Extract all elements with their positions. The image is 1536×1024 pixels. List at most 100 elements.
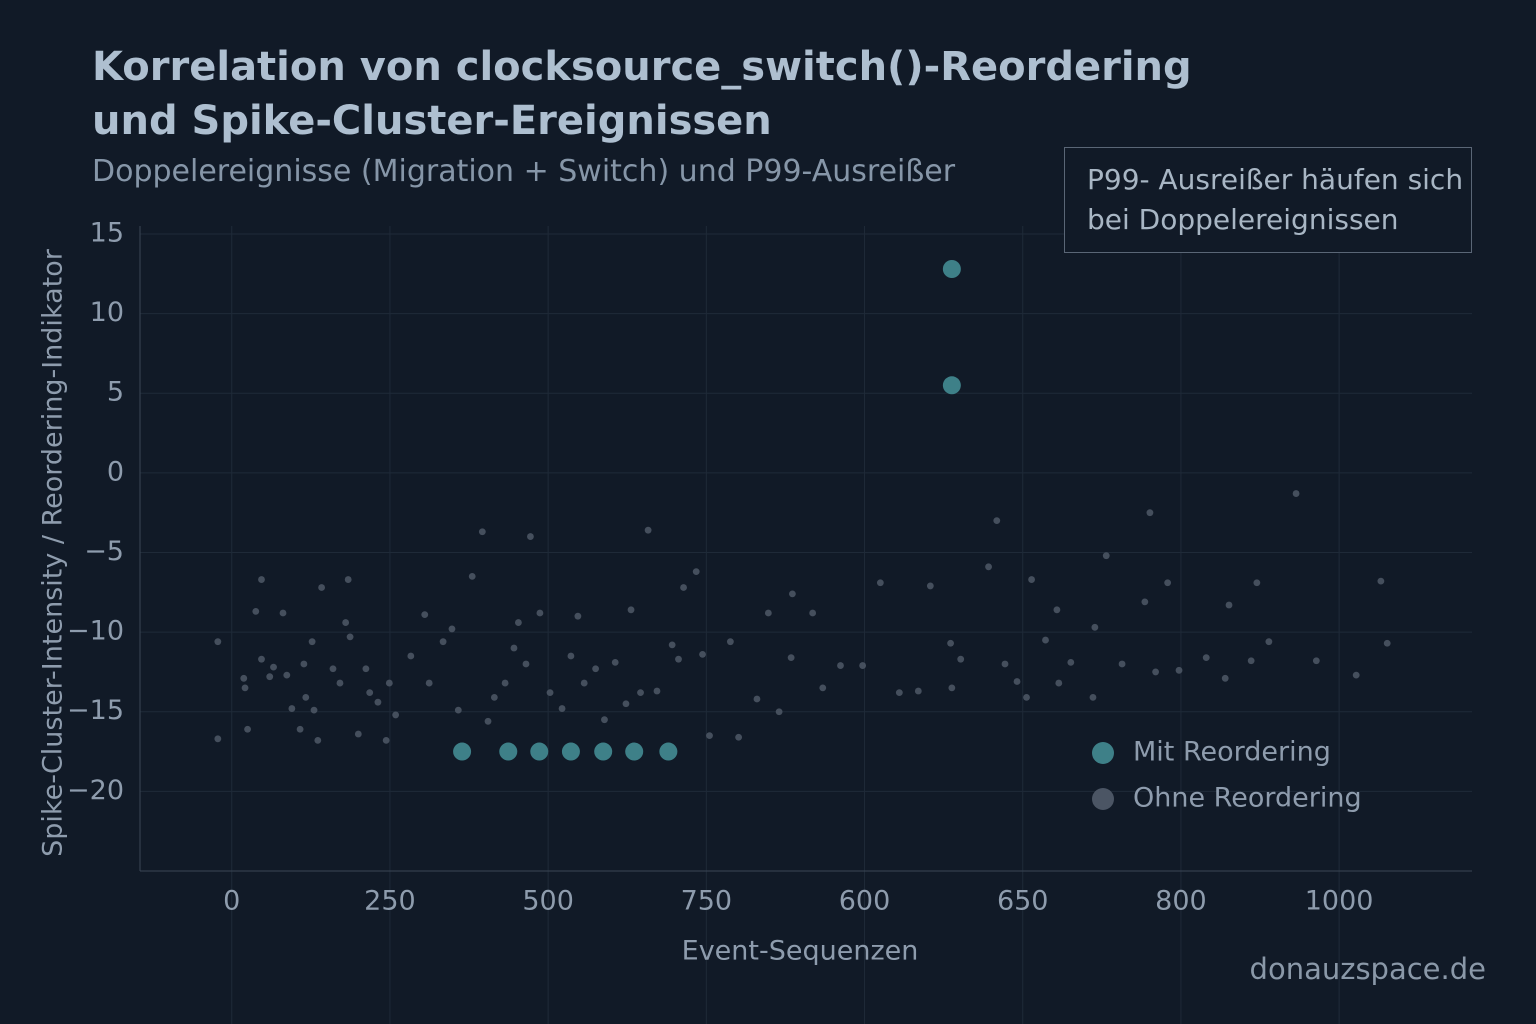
point <box>1221 674 1229 682</box>
point <box>592 665 600 673</box>
point-reordering <box>942 260 961 278</box>
point <box>926 582 934 590</box>
point <box>241 684 249 692</box>
point <box>425 679 433 687</box>
point <box>392 711 400 719</box>
chart-title: Korrelation von clocksource_switch()-Reo… <box>92 44 1192 144</box>
point-reordering <box>625 742 644 761</box>
point <box>837 662 844 669</box>
point <box>366 689 374 697</box>
point <box>601 716 608 724</box>
x-tick-label: 600 <box>839 886 891 917</box>
point <box>1175 666 1183 674</box>
point <box>308 638 316 646</box>
point <box>1265 638 1273 646</box>
point <box>675 655 682 663</box>
y-axis-label: Spike-Cluster-Intensity / Reordering-Ind… <box>38 248 69 857</box>
x-tick-label: 1000 <box>1305 886 1374 917</box>
point <box>468 572 476 580</box>
point <box>787 654 795 661</box>
point <box>510 644 518 652</box>
point <box>484 717 492 725</box>
point <box>302 694 310 701</box>
point <box>859 662 867 669</box>
point <box>1053 606 1061 614</box>
y-tick-label: −10 <box>67 616 124 647</box>
point <box>346 633 354 641</box>
point <box>1141 598 1149 606</box>
point <box>448 625 456 633</box>
point <box>1312 657 1320 665</box>
y-tick-label: 5 <box>107 377 124 408</box>
point <box>1225 601 1233 609</box>
point-reordering <box>659 742 678 761</box>
x-tick-label: 650 <box>997 886 1049 917</box>
point-reordering <box>453 742 472 761</box>
point <box>454 706 462 714</box>
point <box>385 679 393 687</box>
point-reordering <box>594 742 613 761</box>
point <box>637 689 644 697</box>
point <box>374 698 382 706</box>
x-tick-label: 0 <box>223 886 240 917</box>
point <box>439 638 447 646</box>
point <box>1383 639 1391 647</box>
point <box>680 584 687 591</box>
point <box>421 611 429 618</box>
point <box>522 660 530 668</box>
y-tick-label: 15 <box>90 217 124 248</box>
point-reordering <box>561 742 580 761</box>
point <box>354 730 362 738</box>
point <box>1118 660 1126 668</box>
point <box>1164 579 1172 587</box>
point <box>279 609 287 617</box>
point <box>362 665 370 673</box>
point <box>1292 490 1300 497</box>
point <box>296 725 304 733</box>
watermark: donauzspace.de <box>1249 952 1486 986</box>
point <box>567 652 575 660</box>
point-reordering <box>499 742 518 761</box>
point-reordering <box>530 742 549 761</box>
point <box>252 608 260 615</box>
point <box>947 639 954 647</box>
point <box>1067 658 1075 666</box>
point <box>318 584 326 591</box>
point <box>214 638 222 646</box>
point <box>1202 654 1210 661</box>
point <box>270 663 277 671</box>
point <box>819 684 827 692</box>
point <box>1023 694 1030 701</box>
point <box>536 609 544 617</box>
annotation: P99- Ausreißer häufen sich bei Doppelere… <box>1064 147 1472 253</box>
point <box>1247 657 1255 665</box>
point <box>1055 679 1063 687</box>
x-tick-label: 800 <box>1155 886 1207 917</box>
point <box>876 579 884 587</box>
point <box>527 533 534 540</box>
point <box>809 609 817 617</box>
point <box>336 679 344 687</box>
point <box>244 725 251 733</box>
point <box>314 737 322 744</box>
x-tick-label: 500 <box>522 886 574 917</box>
point <box>948 684 956 692</box>
point <box>214 735 222 743</box>
legend-marker <box>1092 788 1114 810</box>
point <box>706 732 713 740</box>
point <box>622 700 630 708</box>
point <box>914 687 922 695</box>
y-tick-label: −5 <box>84 536 124 567</box>
x-tick-label: 750 <box>681 886 733 917</box>
point <box>382 737 390 744</box>
point <box>735 733 743 741</box>
point-reordering <box>942 376 961 395</box>
point <box>775 708 783 716</box>
point <box>288 705 296 712</box>
point <box>310 706 318 714</box>
point <box>788 590 796 598</box>
point <box>1352 671 1360 679</box>
point <box>1028 576 1035 583</box>
point <box>558 705 566 712</box>
